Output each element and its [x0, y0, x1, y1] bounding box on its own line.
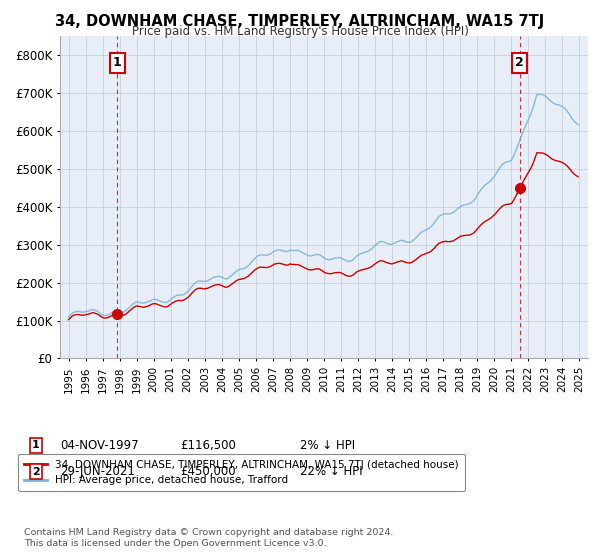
Text: 04-NOV-1997: 04-NOV-1997 [60, 438, 139, 452]
Text: £450,000: £450,000 [180, 465, 236, 478]
Text: £116,500: £116,500 [180, 438, 236, 452]
Text: 22% ↓ HPI: 22% ↓ HPI [300, 465, 362, 478]
Text: 2: 2 [32, 466, 40, 477]
Text: 1: 1 [32, 440, 40, 450]
Legend: 34, DOWNHAM CHASE, TIMPERLEY, ALTRINCHAM, WA15 7TJ (detached house), HPI: Averag: 34, DOWNHAM CHASE, TIMPERLEY, ALTRINCHAM… [17, 454, 465, 492]
Text: 29-JUN-2021: 29-JUN-2021 [60, 465, 135, 478]
Text: 2% ↓ HPI: 2% ↓ HPI [300, 438, 355, 452]
Text: 2: 2 [515, 57, 524, 69]
Text: 34, DOWNHAM CHASE, TIMPERLEY, ALTRINCHAM, WA15 7TJ: 34, DOWNHAM CHASE, TIMPERLEY, ALTRINCHAM… [55, 14, 545, 29]
Text: Price paid vs. HM Land Registry's House Price Index (HPI): Price paid vs. HM Land Registry's House … [131, 25, 469, 38]
Text: Contains HM Land Registry data © Crown copyright and database right 2024.
This d: Contains HM Land Registry data © Crown c… [24, 528, 394, 548]
Text: 1: 1 [113, 57, 121, 69]
